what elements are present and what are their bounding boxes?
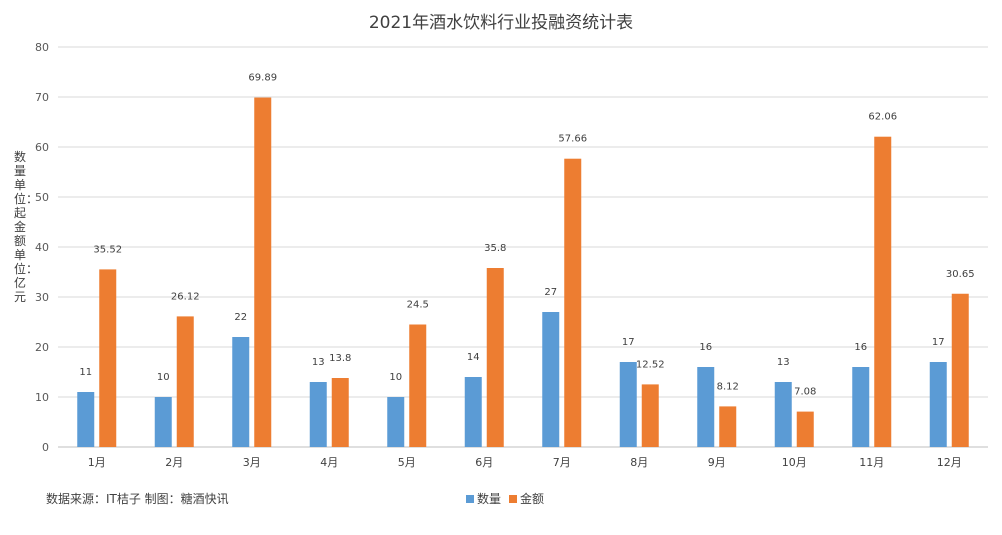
data-label-count: 14 (467, 352, 480, 363)
bar-amount (641, 384, 659, 447)
data-label-amount: 13.8 (329, 353, 351, 364)
bar-count (619, 362, 637, 447)
x-tick-label: 3月 (243, 456, 261, 469)
y-tick-label: 40 (35, 241, 49, 254)
data-label-count: 11 (79, 367, 92, 378)
bar-amount (874, 136, 892, 447)
data-label-amount: 12.52 (636, 359, 665, 370)
data-label-amount: 8.12 (717, 381, 739, 392)
data-label-count: 10 (157, 372, 170, 383)
bar-count (464, 377, 482, 447)
x-tick-label: 5月 (398, 456, 416, 469)
x-tick-labels: 1月 2月 3月 4月 5月 6月 7月 8月 9月 10月 11月 12月 (88, 456, 962, 469)
x-tick-label: 11月 (859, 456, 884, 469)
data-label-count: 13 (777, 357, 790, 368)
x-tick-label: 2月 (165, 456, 183, 469)
data-label-amount: 26.12 (171, 291, 200, 302)
chart-title: 2021年酒水饮料行业投融资统计表 (368, 13, 634, 33)
data-label-amount: 35.8 (484, 243, 506, 254)
bar-amount (951, 293, 969, 447)
y-tick-label: 70 (35, 91, 49, 104)
data-label-amount: 35.52 (93, 244, 122, 255)
x-tick-label: 9月 (708, 456, 726, 469)
y-tick-label: 50 (35, 191, 49, 204)
bar-count (929, 362, 947, 447)
bar-count (542, 312, 560, 447)
bar-amount (176, 316, 194, 447)
x-tick-label: 7月 (553, 456, 571, 469)
bar-amount (409, 324, 427, 447)
data-label-count: 13 (312, 357, 325, 368)
legend-item-count: 数量 (466, 490, 501, 507)
data-label-count: 22 (234, 312, 247, 323)
bar-amount (486, 268, 504, 447)
data-label-amount: 30.65 (946, 269, 975, 280)
data-label-count: 16 (854, 342, 867, 353)
bar-count (852, 367, 870, 447)
data-label-layer: 11 35.52 10 26.12 22 69.89 13 13.8 10 24.5 14 35.8 2… (79, 73, 974, 398)
bar-count (232, 337, 250, 447)
legend-item-amount: 金额 (509, 490, 544, 507)
y-tick-label: 10 (35, 391, 49, 404)
bar-count (309, 382, 327, 447)
x-tick-label: 6月 (475, 456, 493, 469)
legend: 数量 金额 (466, 490, 548, 507)
y-tick-label: 20 (35, 341, 49, 354)
data-label-amount: 7.08 (794, 387, 816, 398)
data-label-amount: 62.06 (868, 112, 897, 123)
x-tick-label: 10月 (782, 456, 807, 469)
bar-layer (77, 97, 969, 448)
data-label-count: 10 (389, 372, 402, 383)
bar-amount (564, 158, 582, 447)
legend-label-amount: 金额 (520, 492, 545, 506)
y-tick-label: 60 (35, 141, 49, 154)
grid-layer (58, 46, 988, 448)
data-label-amount: 57.66 (558, 134, 587, 145)
y-tick-label: 80 (35, 41, 49, 54)
x-tick-label: 8月 (630, 456, 648, 469)
source-note: 数据来源：IT桔子 制图：糖酒快讯 (46, 492, 229, 506)
y-tick-labels: 0 10 20 30 40 50 60 70 80 (35, 41, 49, 454)
y-tick-label: 30 (35, 291, 49, 304)
legend-swatch-count (466, 494, 474, 503)
bar-amount (796, 411, 814, 447)
data-label-amount: 24.5 (407, 300, 429, 311)
bar-amount (254, 97, 272, 448)
data-label-count: 16 (699, 342, 712, 353)
bar-count (77, 392, 95, 447)
bar-count (774, 382, 792, 447)
x-tick-label: 12月 (937, 456, 962, 469)
bar-count (387, 397, 405, 447)
data-label-count: 17 (932, 337, 945, 348)
bar-amount (719, 406, 737, 447)
data-label-amount: 69.89 (248, 73, 277, 84)
legend-label-count: 数量 (477, 492, 502, 506)
data-label-count: 17 (622, 337, 635, 348)
bar-count (154, 397, 172, 447)
bar-amount (331, 378, 349, 447)
y-tick-label: 0 (42, 441, 49, 454)
bar-amount (99, 269, 117, 447)
data-label-count: 27 (544, 287, 557, 298)
bar-count (697, 367, 715, 447)
legend-swatch-amount (509, 494, 518, 503)
x-tick-label: 1月 (88, 456, 106, 469)
x-tick-label: 4月 (320, 456, 338, 469)
